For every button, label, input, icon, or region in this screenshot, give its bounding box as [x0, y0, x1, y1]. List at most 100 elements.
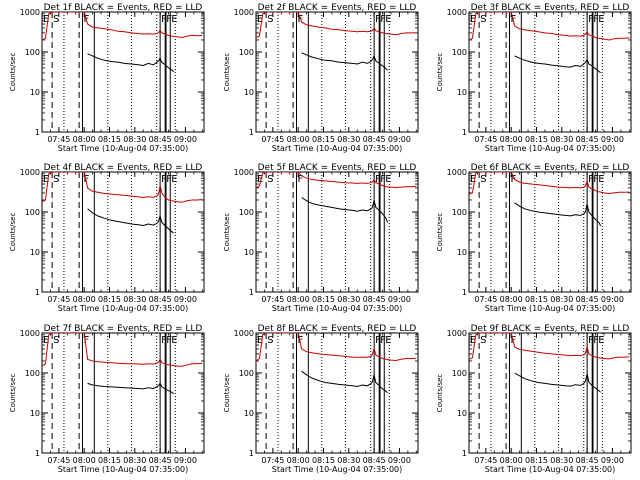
- y-axis-label: Counts/sec: [9, 53, 17, 92]
- marker-label: F: [588, 174, 594, 185]
- y-tick-label: 1000: [234, 329, 254, 338]
- x-tick-label: 07:45: [261, 295, 284, 304]
- plot-frame: [41, 11, 205, 133]
- y-tick-label: 1: [462, 128, 467, 137]
- marker-label: F: [84, 174, 90, 185]
- chart-panel-3: Det 3f BLACK = Events, RED = LLD 1 10 100 10…: [436, 3, 632, 153]
- marker-label: F: [588, 335, 594, 346]
- series-lld-line: [469, 12, 630, 41]
- chart-panel-6: Det 6f BLACK = Events, RED = LLD 1 10 100 10…: [436, 163, 632, 313]
- y-tick-label: 10: [457, 248, 467, 257]
- x-tick-label: 08:00: [500, 295, 523, 304]
- x-tick-label: 08:00: [287, 295, 310, 304]
- x-tick-label: 09:00: [388, 135, 411, 144]
- chart-title: Det 2f BLACK = Events, RED = LLD: [258, 3, 417, 13]
- x-tick-label: 07:45: [47, 295, 70, 304]
- y-axis-label: Counts/sec: [223, 213, 231, 252]
- x-tick-label: 08:30: [550, 295, 573, 304]
- chart-panel-7: Det 7f BLACK = Events, RED = LLD 1 10 100 10…: [9, 324, 205, 474]
- x-tick-label: 09:00: [174, 135, 197, 144]
- y-axis-label: Counts/sec: [436, 213, 444, 252]
- x-axis-label: Start Time (10-Aug-04 07:35:00): [58, 465, 189, 474]
- marker-label: E: [171, 14, 177, 25]
- series-events-line: [87, 53, 174, 73]
- x-tick-label: 08:00: [500, 456, 523, 465]
- y-tick-label: 100: [239, 208, 254, 217]
- y-tick-label: 1000: [447, 168, 467, 177]
- x-tick-label: 07:45: [261, 135, 284, 144]
- x-tick-label: 08:15: [98, 135, 121, 144]
- x-tick-label: 08:15: [525, 295, 548, 304]
- x-tick-label: 08:45: [576, 456, 599, 465]
- y-tick-label: 1: [462, 449, 467, 458]
- plot-frame: [255, 332, 419, 454]
- x-tick-label: 08:30: [123, 295, 146, 304]
- chart-panel-8: Det 8f BLACK = Events, RED = LLD 1 10 100 10…: [223, 324, 419, 474]
- x-tick-label: 08:15: [312, 295, 335, 304]
- series-lld-line: [256, 172, 417, 189]
- x-tick-label: 08:30: [337, 135, 360, 144]
- y-tick-label: 10: [457, 409, 467, 418]
- y-tick-label: 1: [35, 128, 40, 137]
- y-axis-label: Counts/sec: [436, 53, 444, 92]
- y-tick-label: 1: [35, 449, 40, 458]
- marker-label: E: [43, 14, 49, 25]
- series-lld-line: [256, 12, 417, 38]
- chart-title: Det 7f BLACK = Events, RED = LLD: [44, 324, 203, 334]
- x-axis-label: Start Time (10-Aug-04 07:35:00): [58, 144, 189, 153]
- series-lld-line: [42, 12, 203, 41]
- chart-panel-9: Det 9f BLACK = Events, RED = LLD 1 10 100 10…: [436, 324, 632, 474]
- marker-label: E: [598, 14, 604, 25]
- marker-label: F: [161, 335, 167, 346]
- x-axis-label: Start Time (10-Aug-04 07:35:00): [272, 304, 403, 313]
- x-tick-label: 08:45: [149, 456, 172, 465]
- marker-label: S: [480, 335, 486, 346]
- chart-panel-4: Det 4f BLACK = Events, RED = LLD 1 10 100 10…: [9, 163, 205, 313]
- marker-label: F: [161, 14, 167, 25]
- y-axis-label: Counts/sec: [223, 53, 231, 92]
- x-tick-label: 09:00: [601, 135, 624, 144]
- series-events-line: [301, 197, 389, 223]
- x-tick-label: 07:45: [474, 295, 497, 304]
- marker-label: F: [166, 14, 172, 25]
- y-tick-label: 100: [25, 208, 40, 217]
- marker-label: F: [380, 335, 386, 346]
- y-tick-label: 100: [239, 48, 254, 57]
- x-axis-label: Start Time (10-Aug-04 07:35:00): [485, 304, 616, 313]
- y-tick-label: 1: [249, 288, 254, 297]
- x-axis-label: Start Time (10-Aug-04 07:35:00): [485, 144, 616, 153]
- marker-label: E: [598, 335, 604, 346]
- y-axis-label: Counts/sec: [9, 374, 17, 413]
- marker-label: F: [593, 14, 599, 25]
- series-events-line: [514, 55, 601, 74]
- chart-panel-5: Det 5f BLACK = Events, RED = LLD 1 10 100 10…: [223, 163, 419, 313]
- y-tick-label: 1: [35, 288, 40, 297]
- marker-label: F: [166, 335, 172, 346]
- x-tick-label: 08:00: [73, 456, 96, 465]
- series-lld-line: [256, 333, 417, 362]
- marker-label: F: [298, 335, 304, 346]
- marker-label: E: [257, 174, 263, 185]
- x-tick-label: 09:00: [601, 295, 624, 304]
- marker-label: E: [470, 14, 476, 25]
- x-tick-label: 08:00: [73, 135, 96, 144]
- marker-label: E: [43, 174, 49, 185]
- y-tick-label: 1000: [20, 8, 40, 17]
- x-tick-label: 08:45: [576, 135, 599, 144]
- plot-frame: [255, 171, 419, 293]
- marker-label: F: [588, 14, 594, 25]
- x-tick-label: 08:15: [98, 295, 121, 304]
- x-tick-label: 08:30: [550, 456, 573, 465]
- y-tick-label: 10: [30, 88, 40, 97]
- y-tick-label: 100: [452, 48, 467, 57]
- series-lld-line: [469, 172, 630, 195]
- y-tick-label: 100: [239, 369, 254, 378]
- y-tick-label: 10: [244, 248, 254, 257]
- x-tick-label: 08:15: [312, 456, 335, 465]
- x-tick-label: 08:45: [363, 295, 386, 304]
- y-tick-label: 1000: [447, 8, 467, 17]
- plot-frame: [468, 332, 632, 454]
- marker-label: S: [53, 174, 59, 185]
- y-tick-label: 1: [249, 128, 254, 137]
- y-tick-label: 100: [25, 48, 40, 57]
